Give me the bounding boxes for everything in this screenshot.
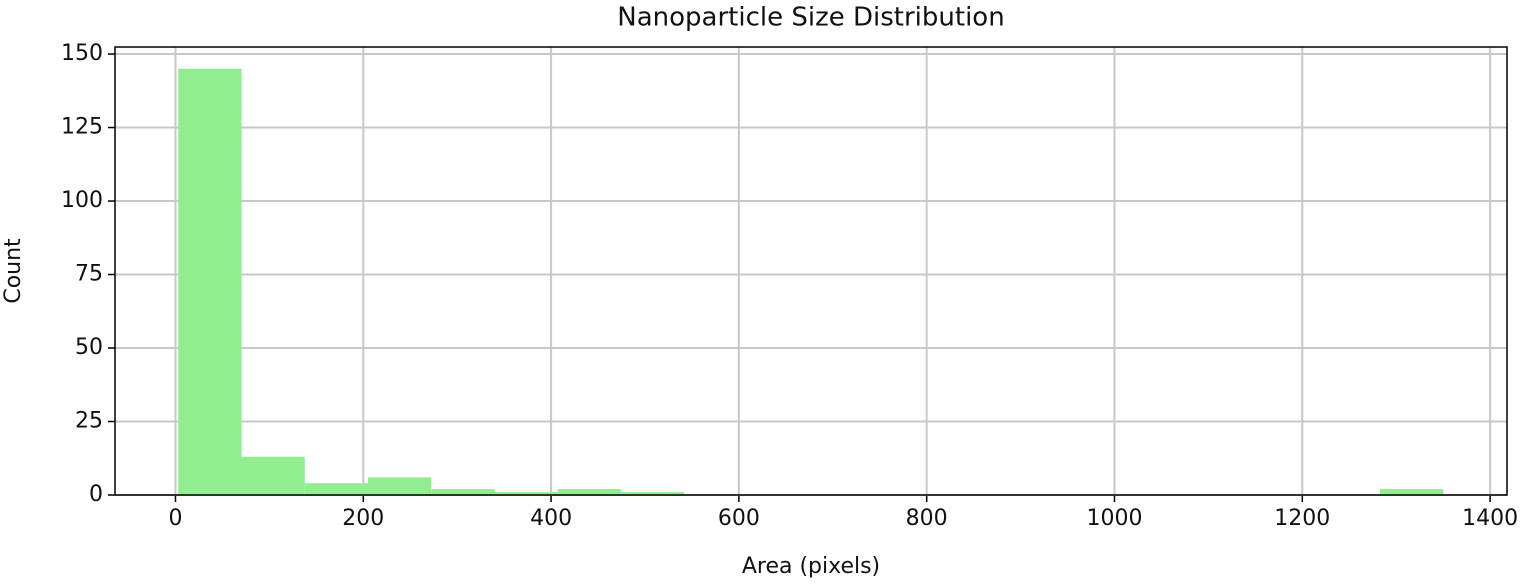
bar [557,489,621,495]
bar [494,492,558,495]
x-tick-label: 200 [342,506,384,531]
bar [178,68,242,495]
y-tick-label: 150 [61,41,103,66]
x-tick-label: 1200 [1274,506,1330,531]
y-tick-label: 75 [75,262,103,287]
bar [1379,489,1444,495]
x-tick-label: 600 [718,506,760,531]
x-tick-label: 0 [168,506,182,531]
plot-frame [114,46,1508,496]
y-tick-label: 25 [75,409,103,434]
y-tick-label: 50 [75,335,103,360]
bar [431,489,495,495]
y-tick-label: 125 [61,115,103,140]
y-tick-label: 0 [89,482,103,507]
x-tick-label: 1000 [1086,506,1142,531]
y-axis-label: Count [1,238,26,304]
x-axis-label: Area (pixels) [742,554,880,579]
x-tick-label: 400 [530,506,572,531]
bar [368,477,432,495]
x-tick-label: 800 [906,506,948,531]
bar [620,492,685,495]
x-tick-label: 1400 [1462,506,1518,531]
y-tick-label: 100 [61,188,103,213]
bar [304,483,369,495]
bar [241,456,305,495]
chart-title: Nanoparticle Size Distribution [617,3,1004,33]
